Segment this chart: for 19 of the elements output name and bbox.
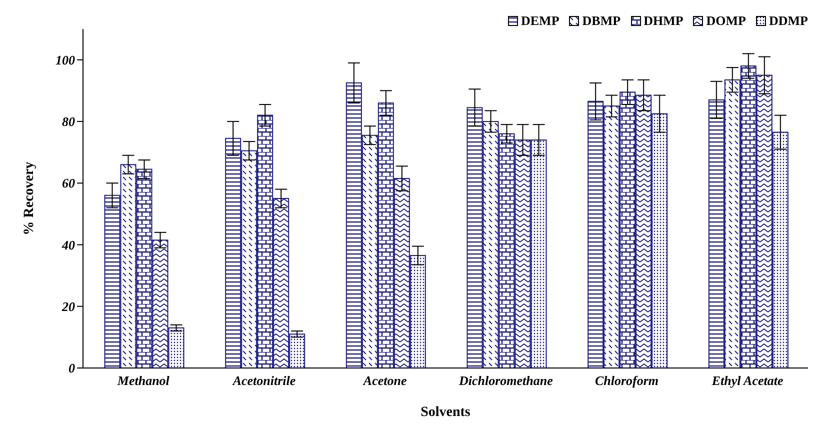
x-tick-label: Chloroform: [594, 373, 659, 388]
legend-label: DEMP: [521, 13, 560, 29]
x-tick-label: Acetonitrile: [232, 373, 296, 388]
x-tick-label: Ethyl Acetate: [710, 373, 784, 388]
y-tick-label: 100: [56, 52, 76, 68]
x-tick-label: Dichloromethane: [458, 373, 554, 388]
x-axis-title: Solvents: [420, 405, 471, 420]
y-tick-label: 0: [68, 360, 76, 376]
x-tick-label: Methanol: [116, 373, 170, 388]
y-tick-label: 80: [62, 114, 76, 130]
y-tick-label: 60: [62, 176, 76, 191]
legend-label: DOMP: [706, 13, 746, 29]
x-tick-label: Acetone: [362, 373, 407, 388]
y-tick-label: 40: [61, 237, 76, 252]
y-axis-title: % Recovery: [22, 162, 37, 236]
y-tick-label: 20: [61, 298, 76, 314]
legend-label: DHMP: [644, 13, 684, 29]
legend-label: DBMP: [582, 13, 621, 29]
legend-label: DDMP: [769, 13, 808, 29]
